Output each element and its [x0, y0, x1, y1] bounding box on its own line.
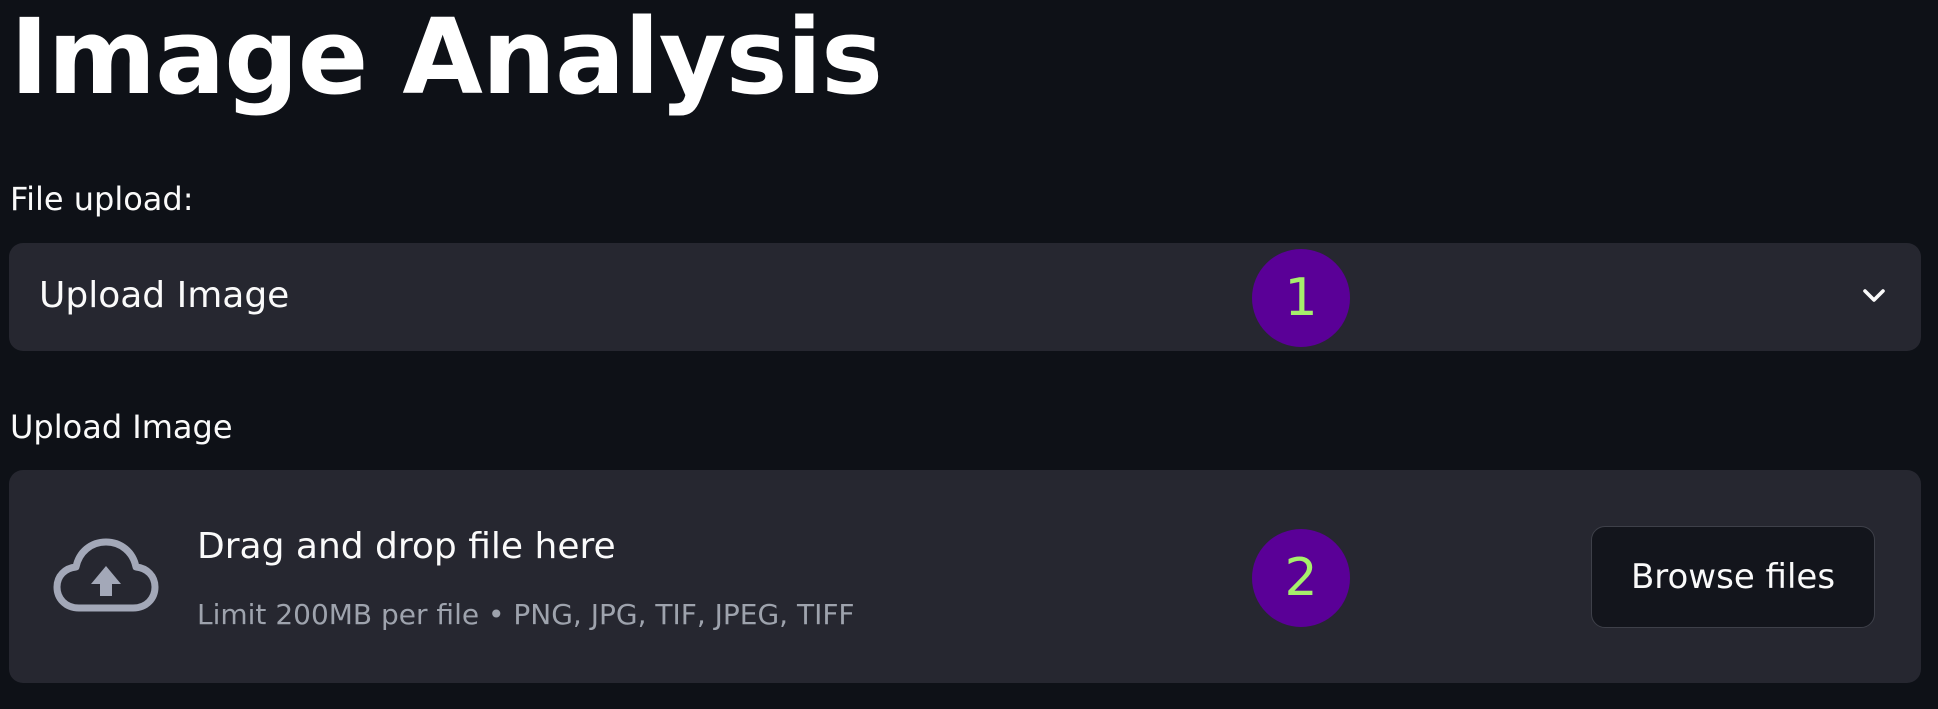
dropzone-subtitle: Limit 200MB per file • PNG, JPG, TIF, JP… — [197, 598, 855, 631]
chevron-down-icon[interactable] — [1861, 282, 1887, 308]
annotation-marker-1: 1 — [1252, 249, 1350, 347]
annotation-marker-2: 2 — [1252, 529, 1350, 627]
upload-image-label: Upload Image — [10, 408, 233, 446]
cloud-upload-icon — [53, 538, 159, 612]
file-upload-label: File upload: — [10, 180, 194, 218]
dropzone-title: Drag and drop file here — [197, 526, 616, 567]
page-title: Image Analysis — [10, 0, 883, 118]
select-value: Upload Image — [39, 275, 290, 316]
file-dropzone[interactable]: Drag and drop file here Limit 200MB per … — [9, 470, 1921, 683]
browse-files-button[interactable]: Browse files — [1591, 526, 1875, 628]
file-upload-select[interactable]: Upload Image — [9, 243, 1921, 351]
